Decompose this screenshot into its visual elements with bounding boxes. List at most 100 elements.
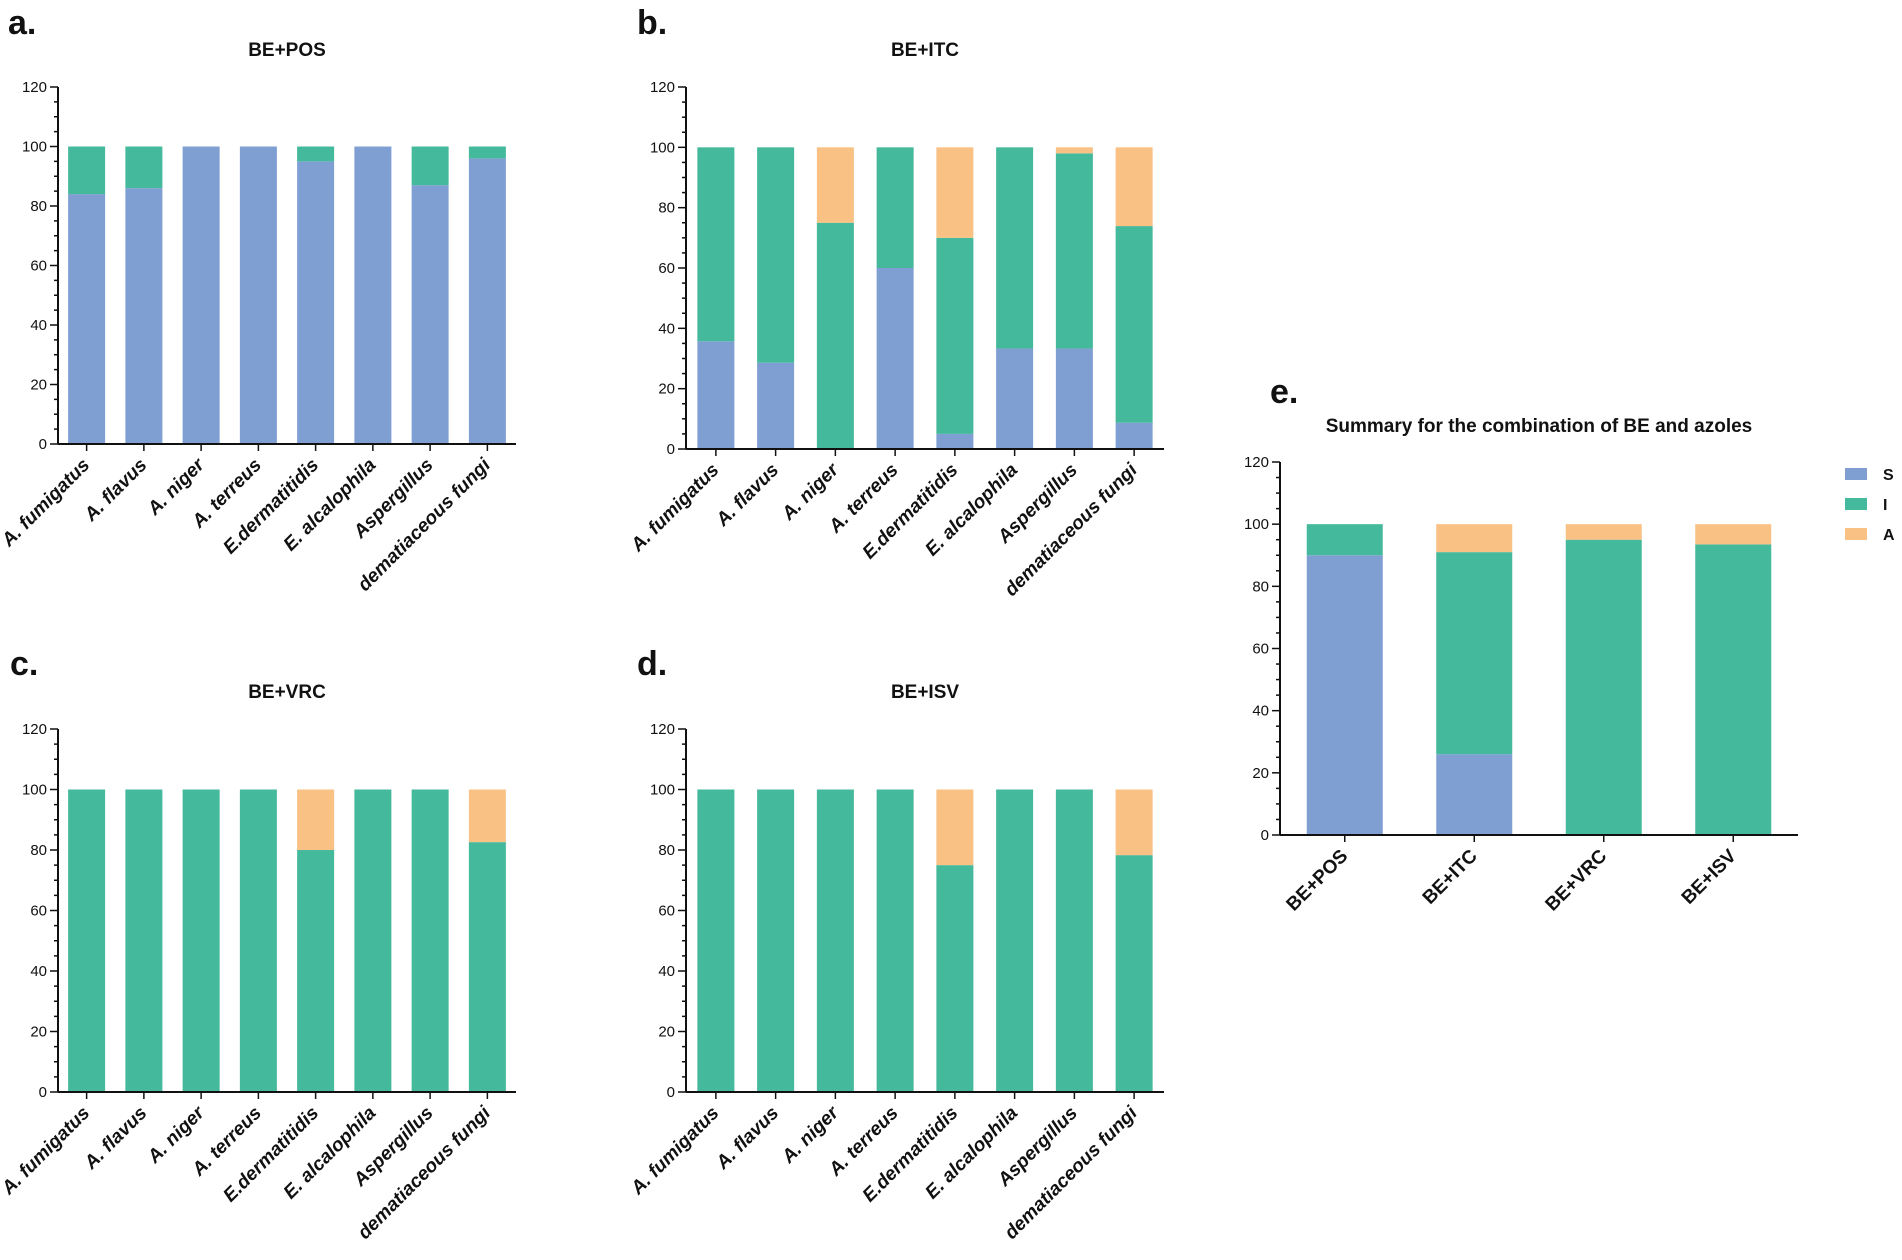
bar-d-7-A xyxy=(1115,789,1153,856)
y-tick-label-a-4: 80 xyxy=(30,198,47,215)
category-label-a-0: A. fumigatus xyxy=(0,455,94,552)
y-tick-label-c-1: 20 xyxy=(30,1024,47,1041)
bar-a-5-S xyxy=(354,146,392,444)
y-tick-label-a-6: 120 xyxy=(22,79,47,96)
bar-e-0-I xyxy=(1306,524,1383,556)
bar-d-5-I xyxy=(996,789,1034,1092)
y-tick-label-e-6: 120 xyxy=(1244,454,1269,471)
category-label-a-1: A. flavus xyxy=(80,455,152,527)
category-label-d-0: A. fumigatus xyxy=(626,1103,723,1200)
bar-b-3-I xyxy=(876,147,914,268)
y-tick-label-b-2: 40 xyxy=(658,320,675,337)
bar-b-6-S xyxy=(1055,348,1093,449)
panel-letter-b: b. xyxy=(637,4,667,42)
bar-e-2-I xyxy=(1565,539,1642,835)
bar-c-7-A xyxy=(468,789,506,843)
bar-c-7-I xyxy=(468,842,506,1092)
legend-label-S: S xyxy=(1883,467,1894,484)
y-tick-label-e-5: 100 xyxy=(1244,516,1269,533)
legend-label-I: I xyxy=(1883,497,1887,514)
category-label-e-1: BE+ITC xyxy=(1419,845,1482,908)
bar-b-4-I xyxy=(936,237,974,434)
bar-d-1-I xyxy=(757,789,795,1092)
bar-a-1-I xyxy=(125,146,163,189)
bar-b-1-S xyxy=(757,362,795,449)
bar-b-7-S xyxy=(1115,422,1153,449)
y-tick-label-d-1: 20 xyxy=(658,1024,675,1041)
y-tick-label-d-2: 40 xyxy=(658,963,675,980)
bar-b-2-I xyxy=(816,222,854,449)
bar-e-0-S xyxy=(1306,555,1383,835)
bar-c-0-I xyxy=(68,789,106,1092)
chart-e: e. Summary for the combination of BE and … xyxy=(1244,373,1798,915)
y-tick-label-a-1: 20 xyxy=(30,377,47,394)
y-tick-label-e-1: 20 xyxy=(1252,765,1269,782)
bar-b-4-A xyxy=(936,147,974,238)
y-tick-label-b-5: 100 xyxy=(650,139,675,156)
bar-a-4-S xyxy=(297,161,335,444)
legend-swatch-S xyxy=(1845,468,1867,480)
y-tick-label-a-2: 40 xyxy=(30,317,47,334)
bar-b-5-S xyxy=(996,348,1034,449)
chart-title-c: BE+VRC xyxy=(248,682,326,703)
category-label-c-0: A. fumigatus xyxy=(0,1103,94,1200)
bar-e-2-A xyxy=(1565,524,1642,540)
bar-a-0-S xyxy=(68,194,106,444)
bar-e-1-I xyxy=(1436,552,1513,755)
bar-d-4-A xyxy=(936,789,974,866)
y-tick-label-b-4: 80 xyxy=(658,200,675,217)
bar-d-2-I xyxy=(816,789,854,1092)
chart-title-a: BE+POS xyxy=(248,40,326,61)
panel-letter-c: c. xyxy=(10,645,38,683)
y-tick-label-d-6: 120 xyxy=(650,721,675,738)
category-label-e-2: BE+VRC xyxy=(1542,845,1612,915)
y-tick-label-e-3: 60 xyxy=(1252,641,1269,658)
chart-title-b: BE+ITC xyxy=(891,40,959,61)
bar-a-4-I xyxy=(297,146,335,162)
bar-e-1-A xyxy=(1436,524,1513,553)
y-tick-label-b-0: 0 xyxy=(667,441,675,458)
bar-a-7-S xyxy=(468,158,506,444)
y-tick-label-c-4: 80 xyxy=(30,842,47,859)
bar-a-6-I xyxy=(411,146,449,186)
bar-b-7-A xyxy=(1115,147,1153,227)
y-tick-label-c-5: 100 xyxy=(22,782,47,799)
bar-d-3-I xyxy=(876,789,914,1092)
category-label-e-0: BE+POS xyxy=(1283,846,1353,916)
bar-c-2-I xyxy=(182,789,220,1092)
chart-title-e: Summary for the combination of BE and az… xyxy=(1326,416,1753,437)
y-tick-label-a-5: 100 xyxy=(22,139,47,156)
y-tick-label-b-1: 20 xyxy=(658,381,675,398)
bar-c-6-I xyxy=(411,789,449,1092)
y-tick-label-d-3: 60 xyxy=(658,903,675,920)
bar-b-0-S xyxy=(697,341,735,449)
y-tick-label-c-3: 60 xyxy=(30,903,47,920)
bar-d-4-I xyxy=(936,865,974,1092)
y-tick-label-d-4: 80 xyxy=(658,842,675,859)
y-tick-label-e-2: 40 xyxy=(1252,703,1269,720)
bar-b-4-S xyxy=(936,433,974,449)
panel-letter-d: d. xyxy=(637,645,667,683)
bar-c-4-I xyxy=(297,850,335,1092)
y-tick-label-b-3: 60 xyxy=(658,260,675,277)
bar-a-1-S xyxy=(125,188,163,444)
legend-label-A: A xyxy=(1883,527,1895,544)
y-tick-label-e-0: 0 xyxy=(1261,827,1269,844)
bar-e-3-I xyxy=(1695,544,1772,835)
bar-b-2-A xyxy=(816,147,854,223)
bar-e-1-S xyxy=(1436,754,1513,835)
bar-b-7-I xyxy=(1115,226,1153,423)
bar-c-1-I xyxy=(125,789,163,1092)
bar-a-3-S xyxy=(239,146,277,444)
y-tick-label-d-5: 100 xyxy=(650,782,675,799)
bar-a-0-I xyxy=(68,146,106,195)
bar-c-4-A xyxy=(297,789,335,850)
bar-b-6-A xyxy=(1055,147,1093,154)
chart-title-d: BE+ISV xyxy=(891,682,959,703)
bar-e-3-A xyxy=(1695,524,1772,545)
category-label-d-1: A. flavus xyxy=(712,1103,784,1175)
